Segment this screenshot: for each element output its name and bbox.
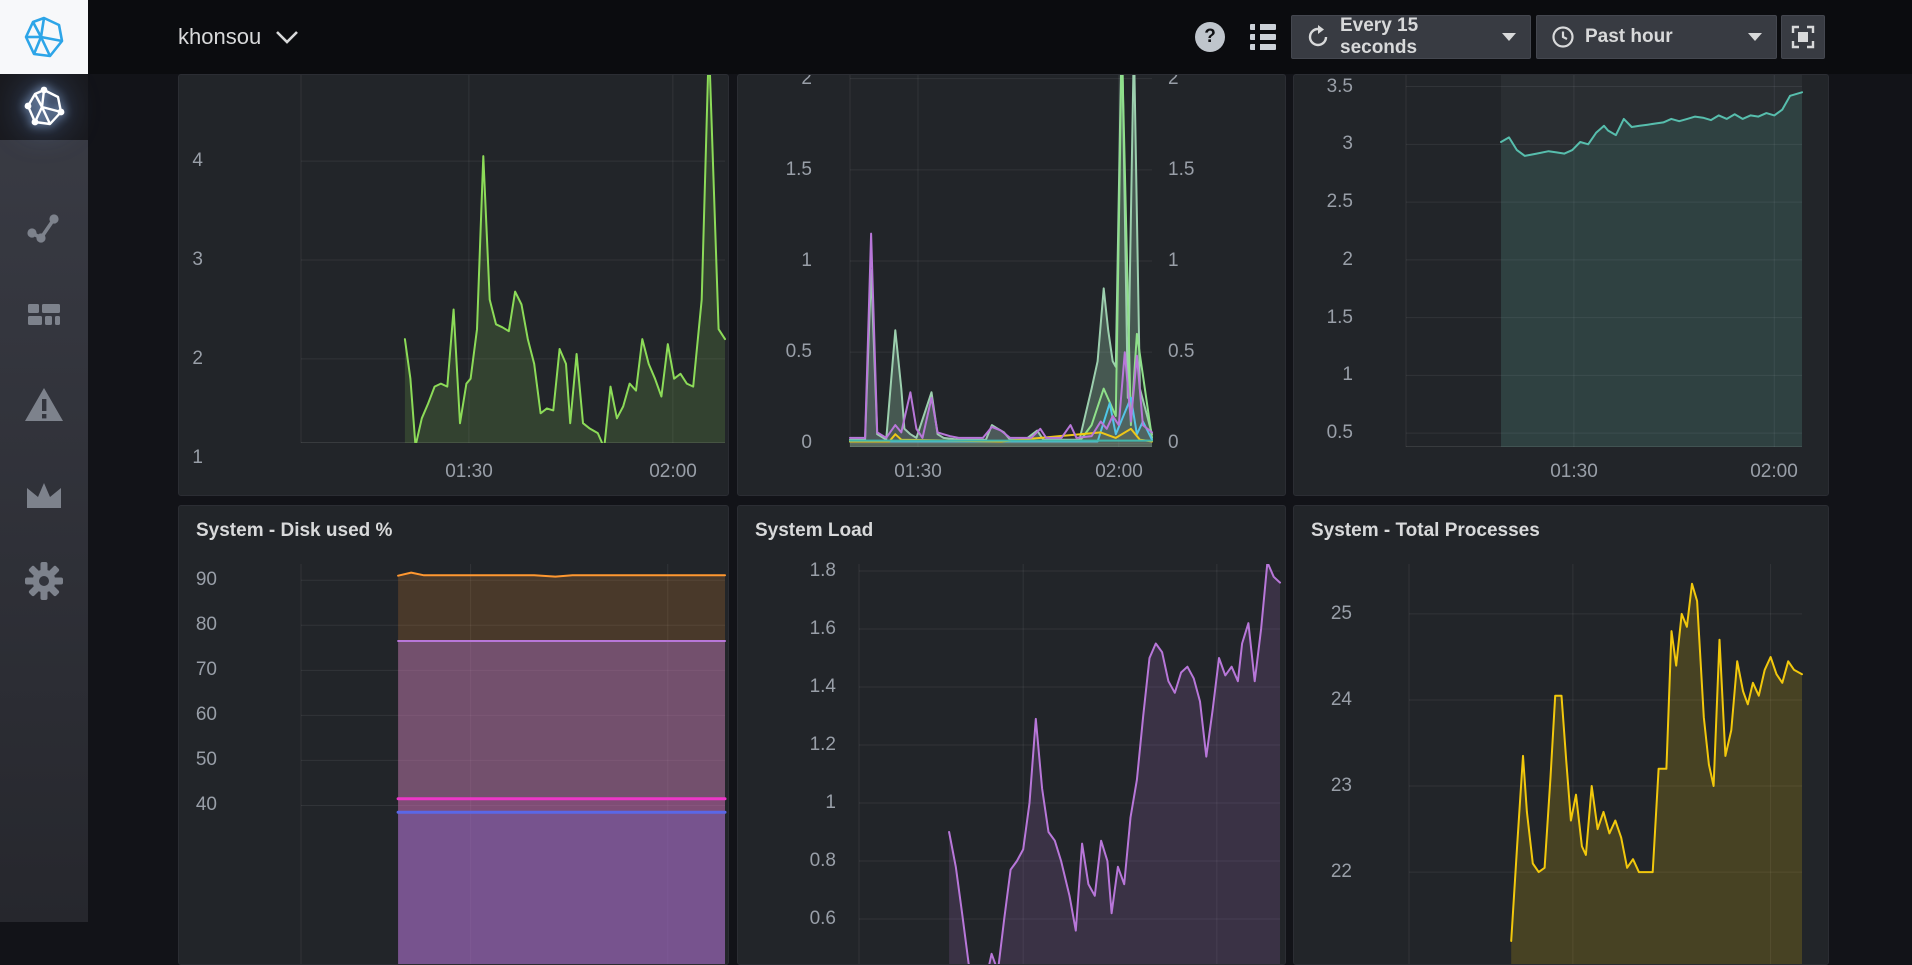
sidebar-item-dashboards[interactable] xyxy=(0,282,88,348)
network-polyhedron-icon xyxy=(23,86,65,128)
fullscreen-brackets-icon xyxy=(1791,25,1815,49)
caret-down-icon xyxy=(1748,33,1762,41)
chart-plot-area[interactable] xyxy=(738,564,1285,965)
x-tick-label: 01:30 xyxy=(1529,461,1619,483)
chart-plot-area[interactable] xyxy=(179,564,728,965)
series-orange xyxy=(398,573,725,577)
dashboard-grid: 432101:3002:00221.51.5110.50.50001:3002:… xyxy=(88,74,1912,922)
panel-system-disk-used: System - Disk used %908070605040 xyxy=(178,505,729,965)
panel-timeseries-2: 221.51.5110.50.50001:3002:00 xyxy=(737,74,1286,496)
chart-canvas xyxy=(738,564,1286,965)
sidebar-item-current-dashboard[interactable] xyxy=(0,74,88,140)
refresh-icon xyxy=(1306,25,1330,49)
refresh-interval-label: Every 15 seconds xyxy=(1340,15,1490,59)
panel-timeseries-1: 432101:3002:00 xyxy=(178,74,729,496)
top-navbar: khonsou ? Every 15 seconds Past hour xyxy=(0,0,1912,74)
crown-icon xyxy=(24,480,64,514)
x-tick-label: 01:30 xyxy=(873,461,963,483)
left-sidebar xyxy=(0,74,88,922)
chart-canvas xyxy=(179,75,729,443)
panel-title[interactable]: System - Total Processes xyxy=(1294,506,1828,554)
metrics-graph-icon xyxy=(24,205,64,245)
caret-down-icon xyxy=(1502,33,1516,41)
chart-plot-area[interactable] xyxy=(1294,564,1828,965)
panel-title[interactable]: System - Disk used % xyxy=(179,506,728,554)
dashboards-grid-icon xyxy=(24,295,64,335)
x-tick-label: 02:00 xyxy=(628,461,718,483)
dashboard-title: khonsou xyxy=(178,24,261,50)
chart-canvas xyxy=(179,564,729,965)
alerting-triangle-icon xyxy=(23,385,65,425)
dashboard-title-dropdown[interactable]: khonsou xyxy=(178,0,299,74)
panel-title[interactable]: System Load xyxy=(738,506,1285,554)
time-range-button[interactable]: Past hour xyxy=(1536,15,1777,59)
help-button[interactable]: ? xyxy=(1195,22,1225,52)
x-tick-label: 02:00 xyxy=(1074,461,1164,483)
x-tick-label: 02:00 xyxy=(1729,461,1819,483)
x-tick-label: 01:30 xyxy=(424,461,514,483)
panel-system-load: System Load1.81.61.41.210.80.6 xyxy=(737,505,1286,965)
chart-canvas xyxy=(738,75,1286,447)
gear-icon xyxy=(23,560,65,602)
sidebar-item-alerting[interactable] xyxy=(0,372,88,438)
y-tick-label: 1 xyxy=(179,447,203,469)
clock-icon xyxy=(1551,25,1575,49)
sidebar-item-plugins[interactable] xyxy=(0,464,88,530)
chart-plot-area[interactable] xyxy=(738,75,1285,447)
panel-system-total-processes: System - Total Processes25242322 xyxy=(1293,505,1829,965)
refresh-interval-button[interactable]: Every 15 seconds xyxy=(1291,15,1531,59)
chart-canvas xyxy=(1294,564,1829,965)
kiosk-mode-button[interactable] xyxy=(1781,15,1825,59)
panel-timeseries-3: 3.532.521.510.501:3002:00 xyxy=(1293,74,1829,496)
chart-plot-area[interactable] xyxy=(1294,75,1828,447)
grafana-gem-icon xyxy=(22,15,66,59)
app-logo[interactable] xyxy=(0,0,88,74)
chart-plot-area[interactable] xyxy=(179,75,728,443)
chart-canvas xyxy=(1294,75,1829,447)
sidebar-item-explore-metrics[interactable] xyxy=(0,192,88,258)
help-glyph: ? xyxy=(1204,26,1216,48)
time-range-label: Past hour xyxy=(1585,26,1673,48)
panel-list-icon[interactable] xyxy=(1250,24,1276,50)
sidebar-item-settings[interactable] xyxy=(0,548,88,614)
chevron-down-icon xyxy=(275,30,299,44)
